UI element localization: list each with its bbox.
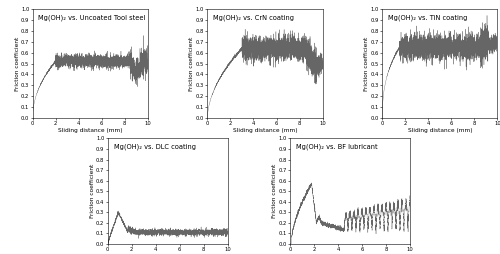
Text: Mg(OH)₂ vs. BF lubricant: Mg(OH)₂ vs. BF lubricant	[296, 144, 378, 150]
X-axis label: Sliding distance (mm): Sliding distance (mm)	[232, 128, 298, 133]
Text: Mg(OH)₂ vs. DLC coating: Mg(OH)₂ vs. DLC coating	[114, 144, 196, 150]
Text: Mg(OH)₂ vs. TiN coating: Mg(OH)₂ vs. TiN coating	[388, 14, 468, 21]
Text: Mg(OH)₂ vs. Uncoated Tool steel: Mg(OH)₂ vs. Uncoated Tool steel	[38, 14, 146, 21]
Y-axis label: Friction coefficient: Friction coefficient	[272, 164, 277, 218]
Y-axis label: Friction coefficient: Friction coefficient	[14, 36, 20, 91]
X-axis label: Sliding distance (mm): Sliding distance (mm)	[408, 128, 472, 133]
X-axis label: Sliding distance (mm): Sliding distance (mm)	[58, 128, 122, 133]
Y-axis label: Friction coefficient: Friction coefficient	[190, 36, 194, 91]
Y-axis label: Friction coefficient: Friction coefficient	[90, 164, 94, 218]
Y-axis label: Friction coefficient: Friction coefficient	[364, 36, 370, 91]
Text: Mg(OH)₂ vs. CrN coating: Mg(OH)₂ vs. CrN coating	[213, 14, 294, 21]
